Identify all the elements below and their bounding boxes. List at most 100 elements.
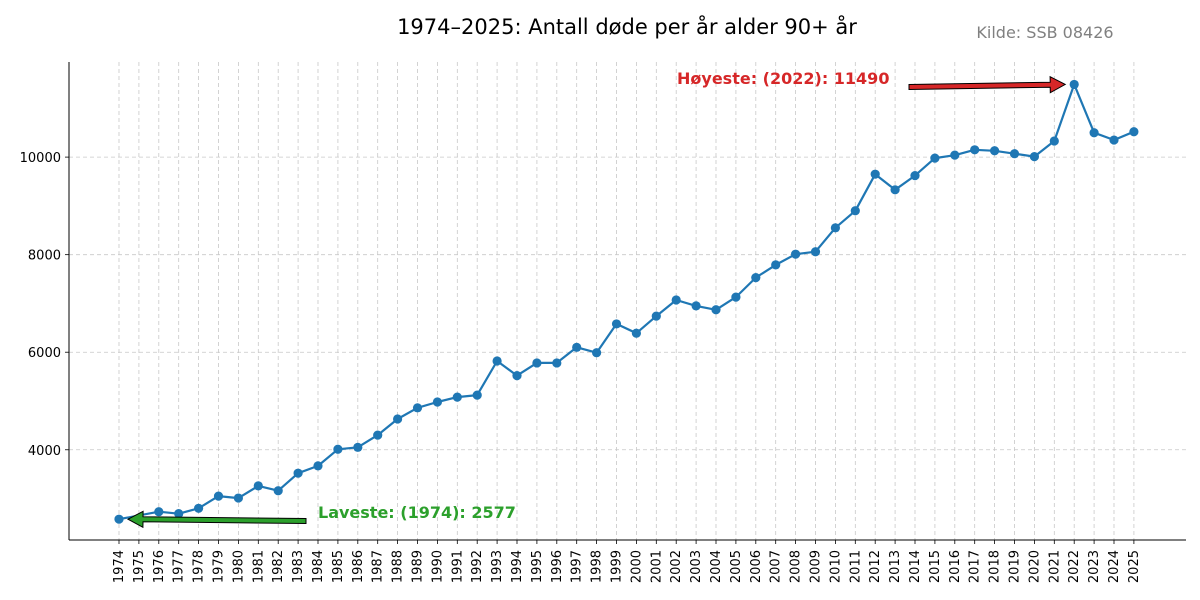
- y-tick-label: 4000: [28, 444, 61, 459]
- x-tick-label: 2014: [908, 550, 923, 583]
- ticks: 1974 1975 1976 1977 1978 1979 1980 1981 1982 1983…: [20, 151, 1142, 583]
- x-tick-label: 2024: [1107, 550, 1122, 583]
- lowest-arrow: [126, 510, 307, 529]
- x-tick-label: 1976: [152, 550, 167, 583]
- x-tick-label: 1998: [590, 550, 605, 583]
- data-point: [970, 145, 980, 155]
- data-point: [273, 486, 283, 496]
- data-point: [810, 247, 821, 257]
- data-point: [592, 348, 602, 358]
- x-tick-label: 2008: [789, 550, 804, 583]
- data-point: [293, 468, 303, 478]
- x-tick-label: 1975: [132, 550, 147, 583]
- x-tick-label: 2011: [848, 550, 863, 583]
- data-point: [1009, 149, 1020, 159]
- data-point: [791, 249, 801, 259]
- x-tick-label: 2007: [769, 550, 784, 583]
- data-point: [890, 185, 900, 195]
- x-tick-label: 2018: [988, 550, 1003, 583]
- chart-title: 1974–2025: Antall døde per år alder 90+ …: [397, 14, 857, 39]
- x-tick-label: 1988: [391, 550, 406, 583]
- data-point: [910, 171, 920, 181]
- x-tick-label: 1995: [530, 550, 545, 583]
- y-tick-label: 8000: [28, 249, 61, 264]
- data-point: [492, 356, 502, 366]
- data-point: [1069, 79, 1079, 90]
- x-tick-label: 2022: [1067, 550, 1082, 583]
- x-tick-label: 1999: [610, 550, 625, 583]
- grid: [69, 62, 1186, 540]
- data-point: [452, 392, 462, 402]
- x-tick-label: 1983: [291, 550, 306, 583]
- x-tick-label: 2010: [828, 550, 843, 583]
- x-tick-label: 1987: [371, 550, 386, 583]
- data-point: [691, 301, 701, 311]
- data-point: [412, 403, 423, 413]
- x-tick-label: 2015: [928, 550, 943, 583]
- x-tick-label: 2023: [1087, 550, 1102, 583]
- x-tick-label: 2017: [968, 550, 983, 583]
- data-point: [990, 146, 1000, 156]
- x-tick-label: 2025: [1127, 550, 1142, 583]
- x-tick-label: 2000: [629, 550, 644, 583]
- lowest-annotation: Laveste: (1974): 2577: [318, 503, 516, 522]
- data-point: [1109, 135, 1119, 145]
- x-tick-label: 1996: [550, 550, 565, 583]
- y-tick-label: 6000: [28, 346, 61, 361]
- x-tick-label: 1992: [470, 550, 485, 583]
- data-point: [313, 461, 323, 471]
- data-point: [771, 260, 781, 270]
- data-point: [472, 390, 482, 400]
- data-point: [751, 272, 761, 283]
- data-point: [631, 328, 642, 338]
- x-tick-label: 1986: [351, 550, 366, 583]
- x-tick-label: 2003: [689, 550, 704, 583]
- x-tick-label: 1990: [430, 550, 445, 583]
- x-tick-label: 2002: [669, 550, 684, 583]
- data-point: [233, 493, 243, 503]
- data-point: [950, 150, 960, 160]
- data-point: [432, 397, 442, 407]
- y-tick-label: 10000: [20, 151, 61, 166]
- x-tick-label: 1991: [450, 550, 465, 583]
- data-point: [870, 169, 880, 179]
- data-point: [194, 503, 204, 513]
- data-point: [393, 414, 403, 424]
- data-point: [114, 514, 124, 524]
- data-point: [830, 223, 841, 233]
- x-tick-label: 1980: [231, 550, 246, 583]
- x-tick-label: 1984: [311, 550, 326, 583]
- x-tick-label: 2020: [1027, 550, 1042, 583]
- x-tick-label: 1978: [192, 550, 207, 583]
- data-point: [353, 442, 363, 452]
- data-point: [611, 319, 622, 329]
- x-tick-label: 2019: [1008, 550, 1023, 583]
- data-point: [930, 153, 940, 163]
- data-point: [651, 311, 661, 321]
- x-tick-label: 2012: [868, 550, 883, 583]
- x-tick-label: 2006: [749, 550, 764, 583]
- x-tick-label: 2001: [649, 550, 664, 583]
- data-point: [154, 507, 164, 517]
- highest-arrow: [908, 75, 1067, 94]
- x-tick-label: 1985: [331, 550, 346, 583]
- x-tick-label: 1979: [212, 550, 227, 583]
- x-tick-label: 1989: [411, 550, 426, 583]
- data-point: [552, 358, 562, 368]
- data-point: [1029, 152, 1039, 162]
- data-point: [1129, 127, 1139, 137]
- axes: [68, 62, 1186, 541]
- data-point: [1049, 136, 1059, 146]
- x-tick-label: 1994: [510, 550, 525, 583]
- data-point: [373, 430, 383, 440]
- x-tick-label: 1977: [172, 550, 187, 583]
- series-line: [118, 83, 1135, 521]
- data-point: [711, 305, 721, 315]
- data-point: [572, 342, 582, 352]
- x-tick-label: 1981: [251, 550, 266, 583]
- data-point: [671, 295, 681, 305]
- data-point: [850, 206, 860, 216]
- x-tick-label: 1974: [112, 550, 127, 583]
- x-tick-label: 2013: [888, 550, 903, 583]
